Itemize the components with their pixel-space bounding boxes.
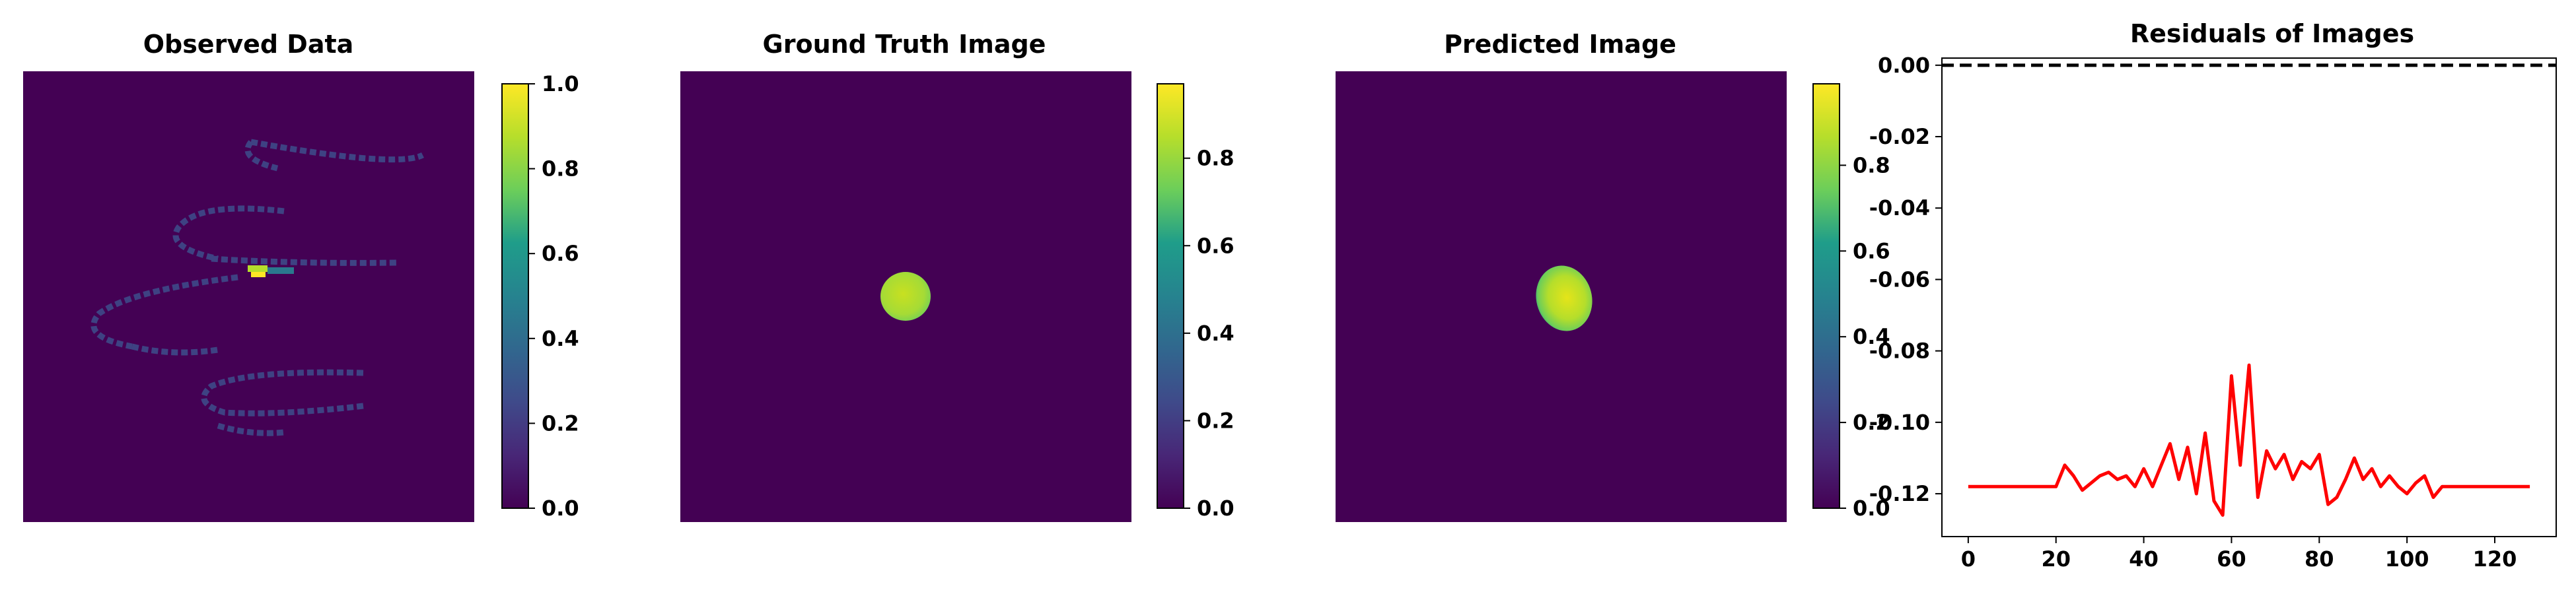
colorbar-tick-label: 0.0 — [1853, 496, 1890, 521]
streak-8 — [217, 422, 285, 436]
panel-title-observed: Observed Data — [143, 30, 354, 59]
observed-bright-spot — [248, 265, 294, 277]
observed-helix-streaks — [90, 139, 425, 436]
x-tick-label: 0 — [1961, 546, 1976, 572]
panel-title-residuals: Residuals of Images — [2130, 19, 2414, 48]
colorbar-tick-label: 1.0 — [542, 71, 579, 96]
colorbar-tick-label: 0.2 — [542, 411, 579, 436]
x-tick-label: 40 — [2129, 546, 2159, 572]
colorbar-tick-label: 0.8 — [1853, 152, 1890, 178]
colorbar-ticks-ground-truth: 0.0 0.2 0.4 0.6 0.8 — [1184, 146, 1234, 521]
y-tick-label: -0.12 — [1869, 481, 1930, 506]
residual-series-line — [1968, 363, 2530, 517]
colorbar-tick-label: 0.6 — [1853, 238, 1890, 263]
streak-4 — [211, 255, 397, 266]
x-tick-label: 100 — [2385, 546, 2429, 572]
streak-1 — [250, 139, 425, 163]
x-tick-label: 60 — [2217, 546, 2246, 572]
panel-ground-truth: Ground Truth Image 0.0 0.2 0.4 0.6 0.8 — [680, 30, 1234, 522]
residuals-axes-frame — [1941, 57, 2557, 537]
colorbar-tick-label: 0.2 — [1197, 408, 1234, 433]
streak-6 — [131, 343, 219, 356]
colorbar-ticks-predicted: 0.0 0.2 0.4 0.6 0.8 — [1840, 152, 1890, 521]
colorbar-ground-truth — [1157, 83, 1184, 509]
colorbar-tick-label: 0.8 — [1197, 146, 1234, 171]
panel-title-predicted: Predicted Image — [1444, 30, 1676, 59]
y-tick-label: -0.08 — [1869, 339, 1930, 364]
x-tick-label: 80 — [2305, 546, 2334, 572]
colorbar-ticks-observed: 0.0 0.2 0.4 0.6 0.8 1.0 — [528, 71, 579, 521]
x-tick-label: 20 — [2041, 546, 2071, 572]
residuals-plot-content: 0 20 40 60 80 100 120 0.00 -0.02 -0.04 -0.06 -0.08 -… — [1869, 53, 2556, 572]
colorbar-predicted — [1812, 83, 1840, 509]
y-tick-label: -0.02 — [1869, 124, 1930, 149]
colorbar-tick-label: 0.4 — [1197, 321, 1234, 346]
observed-image — [23, 71, 474, 522]
colorbar-tick-label: 0.4 — [1853, 324, 1890, 349]
x-tick-label: 120 — [2473, 546, 2517, 572]
colorbar-tick-label: 0.2 — [1853, 410, 1890, 435]
y-tick-label: 0.00 — [1878, 53, 1930, 78]
y-tick-label: -0.06 — [1869, 267, 1930, 292]
colorbar-tick-label: 0.0 — [542, 496, 579, 521]
streak-5 — [90, 274, 238, 350]
ground-truth-blob — [880, 272, 931, 321]
streak-2 — [244, 140, 279, 172]
bright-pixel-1 — [248, 265, 268, 272]
colorbar-tick-label: 0.0 — [1197, 496, 1234, 521]
colorbar-tick-label: 0.8 — [542, 156, 579, 182]
predicted-blob — [1536, 265, 1592, 331]
panel-observed-data: Observed Data 0.0 0.2 0.4 0.6 0.8 1.0 — [23, 30, 579, 522]
y-tick-label: -0.10 — [1869, 410, 1930, 435]
bright-pixel-2 — [251, 272, 266, 277]
y-tick-label: -0.04 — [1869, 195, 1930, 220]
panel-title-ground-truth: Ground Truth Image — [763, 30, 1046, 59]
streak-7 — [201, 369, 364, 416]
streak-3 — [172, 205, 285, 262]
colorbar-tick-label: 0.6 — [542, 241, 579, 266]
panel-predicted: Predicted Image 0.0 0.2 0.4 0.6 0.8 — [1336, 30, 1890, 522]
colorbar-observed — [501, 83, 529, 509]
colorbar-tick-label: 0.4 — [542, 326, 579, 351]
bright-pixel-3 — [268, 267, 294, 274]
colorbar-tick-label: 0.6 — [1197, 233, 1234, 258]
panel-residuals: Residuals of Images 0 20 40 60 80 100 120 0.00 -… — [1869, 19, 2557, 572]
